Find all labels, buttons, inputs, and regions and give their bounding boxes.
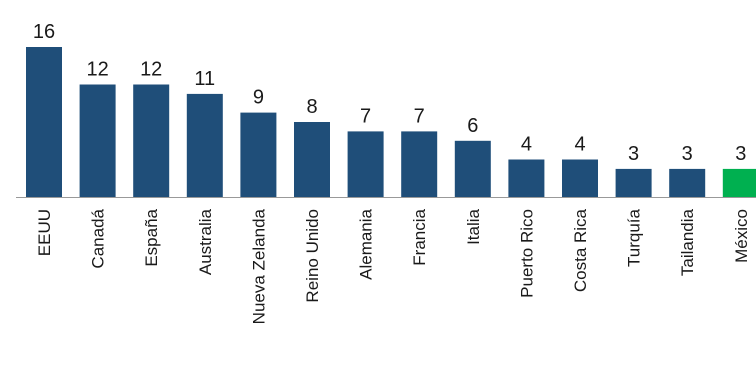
value-label-tailandia: 3 [682,143,693,165]
bars-group [26,47,756,198]
bar-francia [401,131,438,197]
bar-canada [79,84,116,197]
bar-alemania [347,131,384,197]
value-label-canada: 12 [86,59,108,81]
category-label-turquia: Turquía [625,208,644,267]
value-label-australia: 11 [194,68,215,90]
value-label-costa-rica: 4 [574,134,585,156]
value-label-reino-unido: 8 [306,96,317,118]
bar-italia [454,140,491,198]
bar-costa-rica [562,159,598,197]
category-label-nueva-zelanda: Nueva Zelanda [249,208,268,324]
category-labels-group: EEUU Canadá España Australia Nueva Zelanda Re… [35,208,751,324]
bar-espana [133,84,170,197]
category-label-francia: Francia [410,208,429,265]
category-label-costa-rica: Costa Rica [571,208,590,292]
category-label-mexico: México [732,209,751,263]
category-label-reino-unido: Reino Unido [303,209,322,303]
category-label-puerto-rico: Puerto Rico [517,209,536,298]
category-label-canada: Canadá [89,208,108,268]
bar-australia [186,93,223,197]
bar-tailandia [669,168,706,197]
category-label-italia: Italia [464,208,483,244]
category-label-tailandia: Tailandia [678,208,697,276]
bar-turquia [615,168,652,197]
value-label-espana: 12 [140,59,162,81]
bar-reino-unido [294,122,330,197]
category-label-espana: España [142,208,161,266]
value-label-mexico: 3 [735,143,746,165]
value-label-nueva-zelanda: 9 [253,87,264,109]
value-label-alemania: 7 [360,105,371,127]
category-label-australia: Australia [196,208,215,275]
value-label-puerto-rico: 4 [521,134,532,156]
bar-nueva-zelanda [240,112,277,197]
value-label-eeuu: 16 [33,21,55,43]
bar-eeuu [26,47,62,197]
value-label-francia: 7 [414,105,425,127]
bar-mexico [722,168,756,197]
category-label-eeuu: EEUU [35,209,54,256]
value-label-turquia: 3 [628,143,639,165]
category-label-alemania: Alemania [357,208,376,279]
value-labels-group: 16 12 12 11 9 8 7 7 6 4 4 3 3 3 [33,21,746,165]
value-label-italia: 6 [467,115,478,137]
bar-puerto-rico [508,159,545,197]
